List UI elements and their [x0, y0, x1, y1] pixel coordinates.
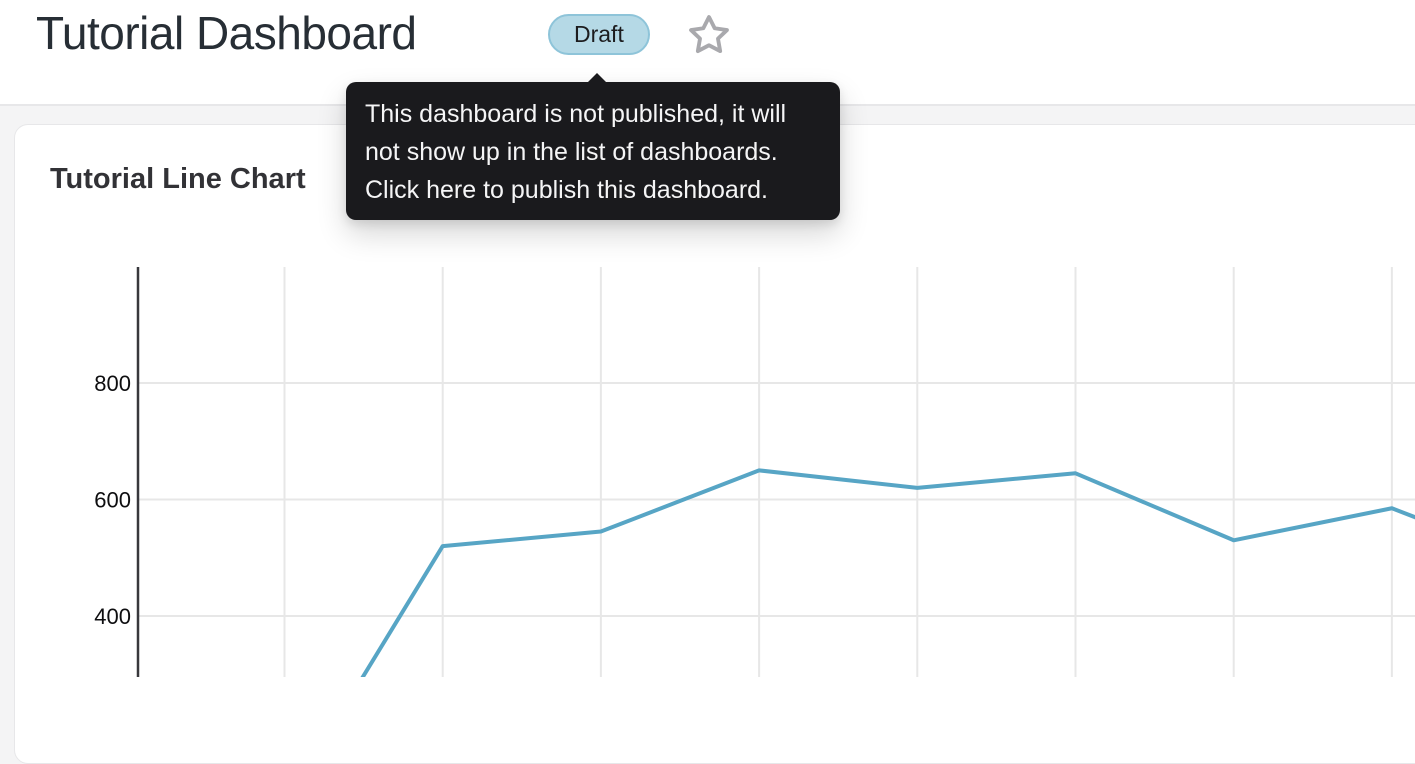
tooltip-arrow-icon — [587, 73, 607, 83]
tooltip-line-1: This dashboard is not published, it will — [365, 95, 821, 133]
publish-tooltip: This dashboard is not published, it will… — [346, 82, 840, 220]
page-title: Tutorial Dashboard — [36, 6, 417, 60]
star-icon — [687, 13, 731, 57]
tooltip-line-3: Click here to publish this dashboard. — [365, 171, 821, 209]
favorite-star-button[interactable] — [687, 13, 731, 57]
draft-status-badge[interactable]: Draft — [548, 14, 650, 55]
chart-tile-title: Tutorial Line Chart — [50, 163, 306, 196]
chart-tile-card: Tutorial Line Chart — [14, 124, 1415, 764]
tooltip-line-2: not show up in the list of dashboards. — [365, 133, 821, 171]
